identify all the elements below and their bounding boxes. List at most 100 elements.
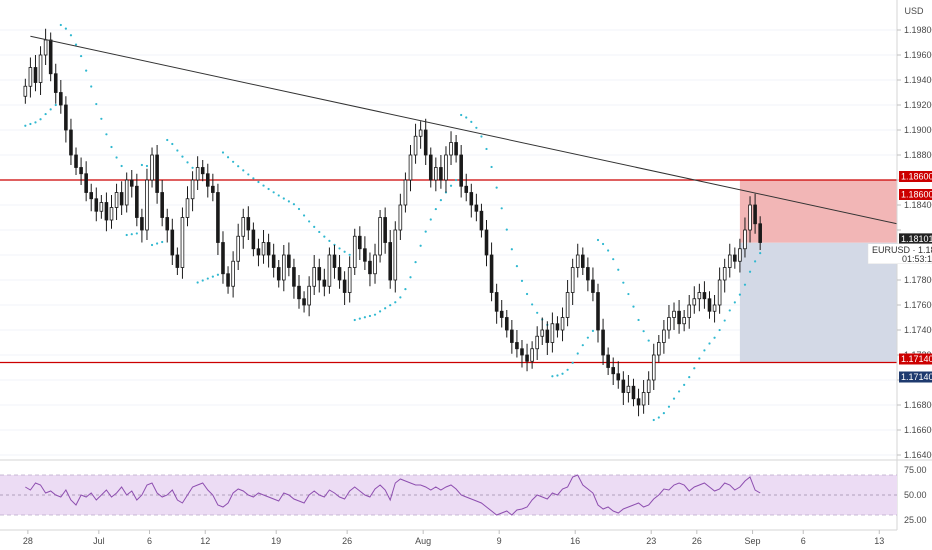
candle-body [575, 254, 580, 268]
candle-body [129, 179, 134, 187]
time-tick-label: 6 [801, 536, 806, 546]
candle-body [292, 267, 296, 287]
sar-dot [287, 200, 290, 203]
candle-body [312, 267, 316, 287]
candle-body [565, 292, 570, 318]
sar-dot [135, 232, 138, 235]
price-tick-label: 1.16600 [904, 425, 932, 435]
sar-dot [292, 203, 296, 206]
sar-dot [384, 307, 387, 310]
sar-dot [460, 113, 463, 117]
sar-dot [683, 383, 686, 386]
candle-body [621, 379, 626, 393]
candle-body [124, 179, 129, 206]
candle-body [606, 354, 610, 368]
sar-dot [607, 249, 610, 252]
sar-dot [297, 207, 301, 211]
sar-dot [110, 145, 113, 149]
sar-dot [206, 277, 209, 280]
sar-dot [161, 240, 164, 244]
price-tag-label: 1.17140 [901, 372, 932, 382]
candle-body [200, 167, 205, 175]
sar-dot [181, 155, 184, 158]
price-tag-label: 1.18600 [901, 190, 932, 200]
sar-dot [186, 161, 189, 164]
sar-dot [672, 397, 676, 400]
sar-dot [551, 375, 554, 378]
candle-body [180, 217, 185, 268]
time-axis-ticks[interactable]: 28 Jul 6 12 19 26 Aug 9 16 23 26 Sep 6 13 [23, 530, 884, 546]
sar-dot [505, 228, 508, 231]
time-tick-label: 6 [147, 536, 152, 546]
currency-label: USD [904, 6, 924, 16]
sar-dot [74, 43, 78, 46]
candle-body [520, 348, 524, 356]
sar-dot [343, 250, 346, 253]
sar-dot [627, 292, 630, 296]
candle-body [282, 254, 286, 281]
sar-dot [424, 230, 427, 233]
candle-body [135, 185, 139, 218]
trendline[interactable] [30, 35, 898, 225]
sar-dot [576, 352, 579, 355]
candle-body [256, 248, 261, 256]
price-tick-label: 1.19200 [904, 100, 932, 110]
candle-body [261, 242, 266, 256]
sar-dot [267, 187, 270, 191]
sar-dot [242, 169, 245, 172]
sar-dot [302, 214, 306, 217]
candle-body [271, 254, 276, 268]
sar-dot [713, 336, 716, 339]
sar-dot [100, 117, 103, 120]
candle-body [352, 235, 357, 268]
sar-dot [632, 305, 635, 308]
sar-dot [404, 288, 407, 291]
candle-body [743, 229, 747, 250]
candle-body [662, 329, 666, 343]
candle-body [393, 229, 398, 281]
sar-dot [571, 361, 574, 364]
sar-dot [657, 416, 660, 419]
candle-body [717, 279, 722, 306]
time-tick-label: 13 [874, 536, 884, 546]
price-tags: 1.18600 1.18600 1.18101 1.17140 1.17140 [899, 171, 932, 383]
sar-dot [49, 108, 52, 111]
candle-body [266, 242, 271, 256]
sar-dot [150, 243, 154, 247]
candle-body [550, 323, 555, 343]
sar-dot [596, 238, 600, 242]
sar-dot [475, 126, 478, 129]
sar-dot [480, 135, 483, 138]
candle-body [332, 254, 337, 268]
candle-body [474, 204, 479, 212]
sar-dot [525, 292, 529, 296]
candle-body [195, 167, 200, 181]
sar-dot [723, 319, 726, 322]
stop-loss-zone [739, 180, 897, 243]
candle-body [246, 217, 251, 231]
sar-dot [171, 142, 174, 146]
parabolic-sar-dots [24, 23, 762, 422]
candle-body [368, 260, 372, 275]
sar-dot [277, 194, 280, 197]
sar-dot [677, 390, 681, 393]
sar-dot [29, 122, 32, 126]
candle-body [145, 179, 149, 231]
candle-body [459, 154, 463, 187]
sar-dot [510, 248, 513, 251]
sar-dot [612, 258, 615, 261]
candle-body [69, 129, 73, 156]
sar-dot [622, 281, 625, 284]
horizontal-levels[interactable] [0, 179, 897, 364]
sar-dot [728, 309, 731, 312]
sar-dot [226, 156, 230, 159]
price-tick-label: 1.19800 [904, 25, 932, 35]
sar-dot [363, 316, 366, 319]
sar-dot [536, 311, 539, 314]
position-tool[interactable] [739, 180, 897, 363]
sar-dot [693, 367, 696, 370]
candle-body [119, 192, 124, 206]
sar-dot [455, 178, 458, 182]
sar-dot [358, 317, 361, 320]
